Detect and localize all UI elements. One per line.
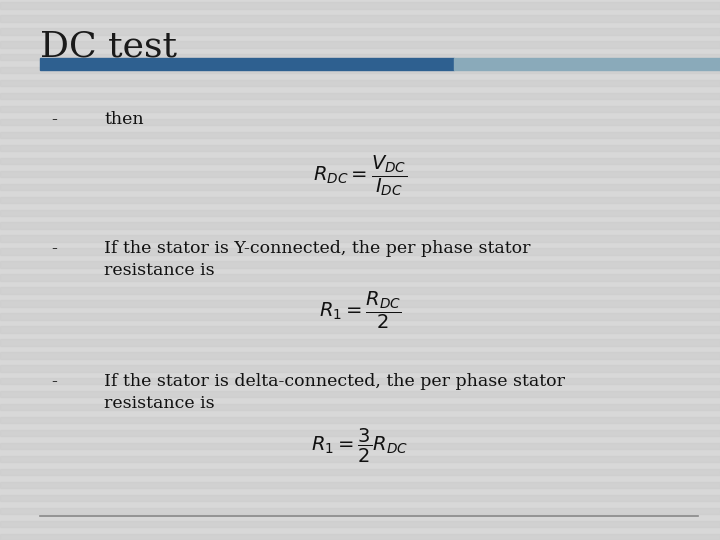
Bar <box>0 15 720 22</box>
Bar <box>0 378 720 384</box>
Bar <box>0 482 720 488</box>
Bar <box>0 534 720 540</box>
Bar <box>0 365 720 372</box>
Bar <box>40 58 454 70</box>
Text: $R_1 = \dfrac{3}{2} R_{DC}$: $R_1 = \dfrac{3}{2} R_{DC}$ <box>312 427 408 464</box>
Text: $R_{DC} = \dfrac{V_{DC}}{I_{DC}}$: $R_{DC} = \dfrac{V_{DC}}{I_{DC}}$ <box>313 153 407 198</box>
Bar <box>0 28 720 35</box>
Text: -: - <box>51 373 57 389</box>
Bar <box>0 119 720 125</box>
Bar <box>0 404 720 410</box>
Bar <box>0 197 720 203</box>
Bar <box>0 430 720 436</box>
Bar <box>0 417 720 423</box>
Bar <box>0 158 720 164</box>
Bar <box>0 469 720 475</box>
Bar <box>0 287 720 294</box>
Bar <box>454 58 720 70</box>
Bar <box>0 106 720 112</box>
Bar <box>0 248 720 255</box>
Bar <box>0 339 720 346</box>
Bar <box>0 521 720 527</box>
Text: If the stator is Y-connected, the per phase stator
resistance is: If the stator is Y-connected, the per ph… <box>104 240 531 280</box>
Bar <box>0 456 720 462</box>
Text: DC test: DC test <box>40 30 176 64</box>
Bar <box>0 508 720 514</box>
Bar <box>0 210 720 216</box>
Bar <box>0 391 720 397</box>
Bar <box>0 261 720 268</box>
Bar <box>0 184 720 190</box>
Bar <box>0 222 720 229</box>
Text: If the stator is delta-connected, the per phase stator
resistance is: If the stator is delta-connected, the pe… <box>104 373 565 412</box>
Bar <box>0 2 720 9</box>
Bar <box>0 313 720 320</box>
Bar <box>0 352 720 359</box>
Bar <box>0 326 720 333</box>
Bar <box>0 80 720 86</box>
Text: -: - <box>51 111 57 127</box>
Text: -: - <box>51 240 57 257</box>
Bar <box>0 443 720 449</box>
Bar <box>0 495 720 501</box>
Text: $R_1 = \dfrac{R_{DC}}{2}$: $R_1 = \dfrac{R_{DC}}{2}$ <box>318 290 402 331</box>
Bar <box>0 235 720 242</box>
Bar <box>0 274 720 281</box>
Bar <box>0 171 720 177</box>
Bar <box>0 145 720 151</box>
Bar <box>0 132 720 138</box>
Bar <box>0 41 720 48</box>
Bar <box>0 67 720 73</box>
Text: then: then <box>104 111 144 127</box>
Bar <box>0 300 720 307</box>
Bar <box>0 93 720 99</box>
Bar <box>0 54 720 60</box>
